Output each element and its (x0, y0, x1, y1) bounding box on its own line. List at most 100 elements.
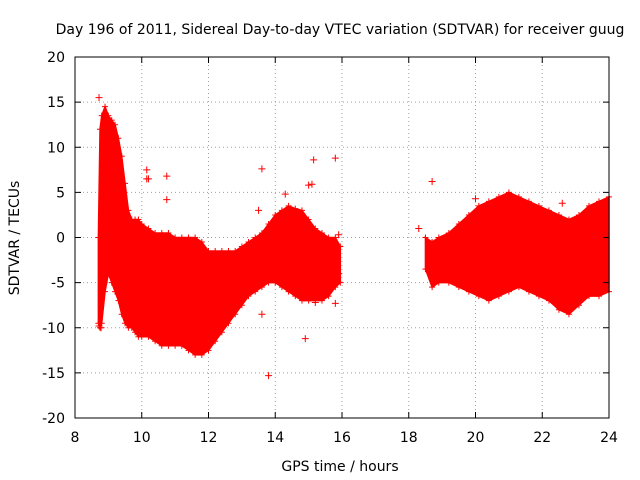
data-point-edge (422, 266, 429, 273)
data-point-edge (232, 248, 239, 255)
data-point-edge (98, 112, 105, 119)
data-point-edge (108, 279, 115, 286)
data-point-edge (95, 234, 102, 241)
data-point-edge (535, 293, 542, 300)
data-point-outlier (281, 190, 289, 198)
data-point-edge (455, 284, 462, 291)
y-axis-label: SDTVAR / TECUs (7, 181, 23, 296)
data-point-edge (465, 288, 472, 295)
data-band-segment-2 (424, 191, 610, 316)
data-point-edge (278, 207, 285, 214)
data-point-outlier (144, 175, 152, 183)
data-point-edge (118, 311, 125, 318)
data-point-edge (232, 311, 239, 318)
y-tick-label: 20 (47, 50, 65, 66)
data-point-edge (595, 198, 602, 205)
axis-ticks: 8 10 12 14 16 18 20 22 24 -20 -15 -10 -5 0 5 10 15 20 (42, 50, 618, 446)
data-point-edge (198, 239, 205, 246)
data-point-edge (185, 234, 192, 241)
data-point-edge (98, 320, 105, 327)
x-tick-label: 22 (533, 430, 551, 446)
y-tick-label: 15 (47, 95, 65, 111)
data-point-edge (138, 220, 145, 227)
data-point-outlier (335, 231, 343, 239)
x-tick-label: 16 (333, 430, 351, 446)
data-point-edge (102, 288, 109, 295)
data-point-edge (245, 239, 252, 246)
data-point-edge (172, 342, 179, 349)
data-point-outlier (558, 199, 566, 207)
data-point-outlier (95, 94, 103, 102)
data-point-edge (485, 198, 492, 205)
data-point-edge (172, 234, 179, 241)
data-point-edge (218, 329, 225, 336)
data-point-outlier (331, 154, 339, 162)
data-point-edge (485, 297, 492, 304)
data-point-edge (212, 248, 219, 255)
data-point-edge (112, 288, 119, 295)
data-point-outlier (258, 165, 266, 173)
data-point-edge (238, 302, 245, 309)
data-point-edge (165, 229, 172, 236)
data-point-edge (515, 193, 522, 200)
data-point-edge (145, 225, 152, 232)
x-tick-label: 18 (400, 430, 418, 446)
data-point-edge (595, 293, 602, 300)
data-point-edge (495, 293, 502, 300)
x-tick-label: 20 (467, 430, 485, 446)
data-point-edge (535, 202, 542, 209)
data-point-edge (285, 202, 292, 209)
data-point-edge (218, 248, 225, 255)
data-point-edge (245, 293, 252, 300)
data-point-outlier (143, 166, 151, 174)
y-tick-label: -15 (42, 366, 65, 382)
data-point-edge (165, 342, 172, 349)
data-point-edge (337, 279, 344, 286)
data-point-edge (337, 243, 344, 250)
data-point-edge (192, 234, 199, 241)
data-point-edge (97, 126, 104, 133)
data-band-segment-1 (97, 104, 342, 356)
y-tick-label: -10 (42, 321, 65, 337)
data-point-edge (435, 279, 442, 286)
data-point-edge (475, 293, 482, 300)
data-point-edge (272, 279, 279, 286)
x-tick-label: 10 (133, 430, 151, 446)
data-point-outlier (255, 206, 263, 214)
data-point-outlier (163, 196, 171, 204)
data-point-outlier (258, 310, 266, 318)
data-point-edge (105, 270, 112, 277)
data-point-edge (505, 288, 512, 295)
data-point-edge (585, 293, 592, 300)
data-point-outlier (415, 224, 423, 232)
data-point-edge (225, 320, 232, 327)
data-point-edge (205, 248, 212, 255)
data-point-edge (445, 229, 452, 236)
data-point-edge (525, 198, 532, 205)
data-point-edge (495, 193, 502, 200)
data-point-edge (575, 211, 582, 218)
data-point-edge (152, 229, 159, 236)
chart-title: Day 196 of 2011, Sidereal Day-to-day VTE… (56, 22, 625, 38)
data-point-outlier (472, 195, 479, 203)
data-point-edge (198, 351, 205, 358)
data-point-edge (265, 279, 272, 286)
data-layer (95, 94, 612, 380)
data-point-outlier (331, 299, 339, 307)
data-point-edge (258, 229, 265, 236)
data-point-outlier (163, 172, 171, 180)
data-point-edge (332, 234, 339, 241)
y-tick-label: 5 (56, 185, 65, 201)
data-point-edge (429, 284, 436, 291)
data-point-edge (565, 216, 572, 223)
data-point-edge (515, 284, 522, 291)
data-point-edge (285, 288, 292, 295)
data-point-edge (138, 333, 145, 340)
data-point-edge (435, 234, 442, 241)
data-point-outlier (97, 324, 105, 332)
y-tick-label: -20 (42, 411, 65, 427)
data-point-edge (115, 135, 122, 142)
data-point-edge (178, 234, 185, 241)
data-point-edge (465, 211, 472, 218)
